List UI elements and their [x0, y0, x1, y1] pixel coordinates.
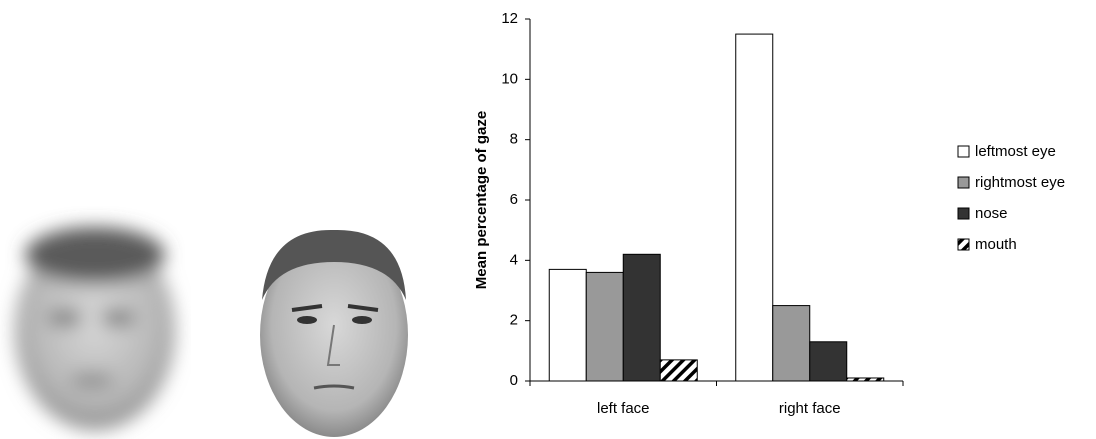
legend-swatch [957, 145, 970, 158]
legend-label: leftmost eye [975, 143, 1056, 160]
legend-label: rightmost eye [975, 174, 1065, 191]
bar [548, 268, 587, 382]
y-tick-label: 8 [510, 131, 518, 148]
legend-label: nose [975, 205, 1008, 222]
y-axis-label: Mean percentage of gaze [473, 111, 490, 289]
legend-swatch [957, 238, 970, 251]
bar [772, 305, 811, 382]
x-tick-label: right face [779, 400, 841, 417]
bar [659, 359, 698, 382]
bar [585, 271, 624, 382]
blurred-face [15, 227, 175, 430]
y-tick-label: 10 [501, 70, 518, 87]
x-tick-label: left face [597, 400, 650, 417]
bar [735, 33, 774, 382]
y-tick-label: 0 [510, 372, 518, 389]
y-tick-label: 6 [510, 191, 518, 208]
legend-swatch [957, 207, 970, 220]
sharp-face [260, 229, 408, 437]
legend-label: mouth [975, 236, 1017, 253]
y-tick-label: 12 [501, 10, 518, 27]
bar [809, 341, 848, 382]
y-tick-label: 4 [510, 251, 518, 268]
y-tick-label: 2 [510, 312, 518, 329]
bar [622, 253, 661, 382]
legend-swatch [957, 176, 970, 189]
